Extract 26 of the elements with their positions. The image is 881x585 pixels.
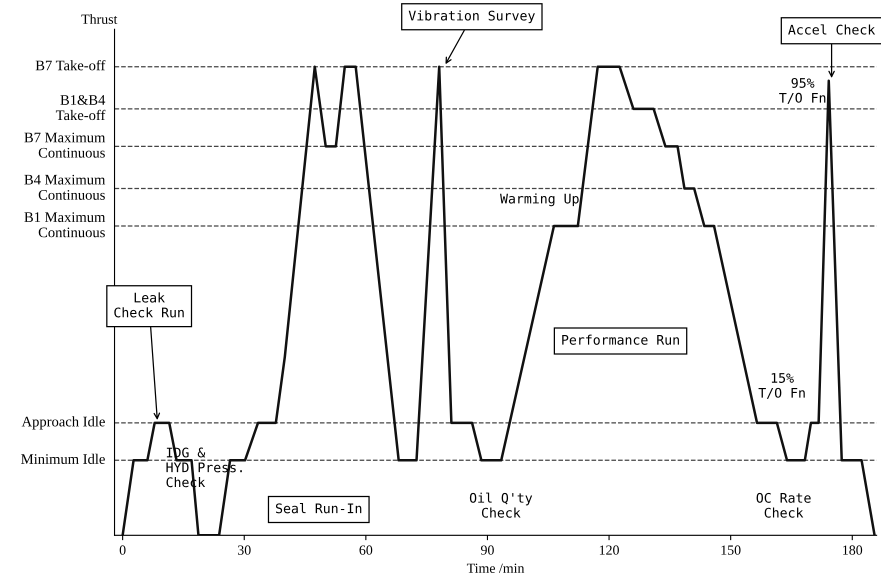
ref-line-label: Approach Idle xyxy=(22,416,105,430)
ref-line-label: B7 Maximum Continuous xyxy=(24,132,106,158)
x-tick-label: 120 xyxy=(600,545,619,555)
x-axis-title: Time /min xyxy=(466,564,524,573)
x-tick-label: 60 xyxy=(360,545,372,555)
annotation: OC Rate Check xyxy=(756,492,811,518)
ref-line-label: B1&B4 Take-off xyxy=(56,95,106,120)
ref-line-label: Minimum Idle xyxy=(21,454,105,464)
ref-line-label: B4 Maximum Continuous xyxy=(24,174,106,200)
x-tick-label: 150 xyxy=(721,545,741,555)
annotation: 95% T/O Fn xyxy=(779,78,826,104)
annotation: Seal Run-In xyxy=(276,503,362,514)
annotation: Accel Check xyxy=(788,24,876,35)
x-tick-label: 180 xyxy=(843,545,862,555)
annotation: 15% T/O Fn xyxy=(758,373,805,399)
annotation: Performance Run xyxy=(562,334,679,345)
x-tick-label: 30 xyxy=(238,545,251,555)
y-axis-title: Thrust xyxy=(81,14,118,24)
ref-line-label: B1 Maximum Continuous xyxy=(24,212,106,238)
annotation: Vibration Survey xyxy=(408,10,535,24)
annotation: Leak Check Run xyxy=(114,292,184,318)
x-tick-label: 90 xyxy=(480,545,494,555)
x-tick-label: 0 xyxy=(120,545,126,555)
ref-line-label: B7 Take-off xyxy=(36,60,106,70)
annotation: Oil Q'ty Check xyxy=(470,492,532,518)
annotation: Warming Up xyxy=(500,193,579,206)
